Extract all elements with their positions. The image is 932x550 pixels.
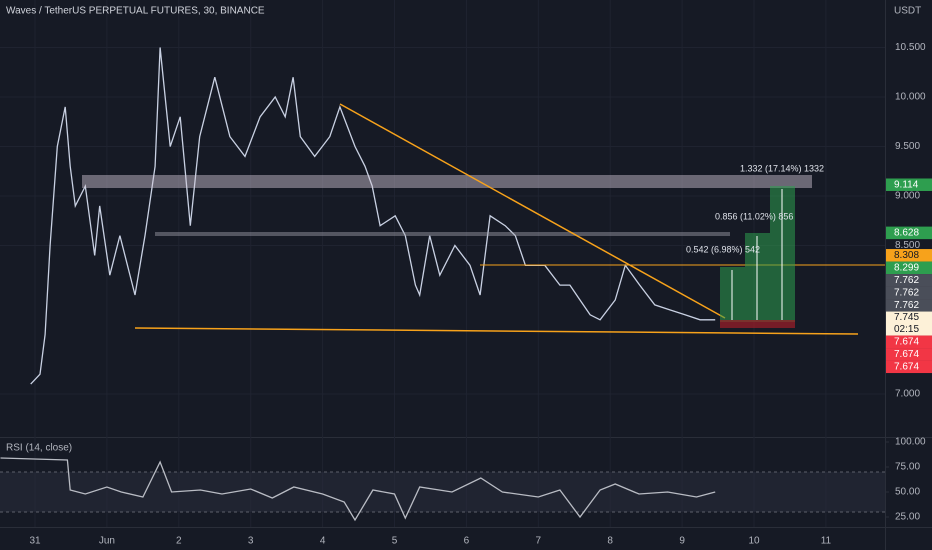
price-label: 8.308 bbox=[894, 250, 919, 261]
price-label-box bbox=[886, 286, 932, 300]
x-tick-label: 11 bbox=[821, 536, 832, 547]
trend-line bbox=[134, 327, 859, 335]
y-tick-label: 100.00 bbox=[895, 437, 926, 448]
position-label: 0.542 (6.98%) 542 bbox=[686, 244, 760, 254]
x-tick-label: 10 bbox=[748, 536, 760, 547]
x-tick-label: 31 bbox=[29, 536, 41, 547]
x-tick-label: 3 bbox=[248, 536, 254, 547]
price-label: 7.762 bbox=[894, 275, 919, 286]
x-tick-label: 2 bbox=[176, 536, 182, 547]
indicator-title: RSI (14, close) bbox=[6, 443, 72, 454]
price-label: 7.762 bbox=[894, 300, 919, 311]
price-label: 7.745 bbox=[894, 312, 919, 323]
x-tick-label: 9 bbox=[679, 536, 685, 547]
x-tick-label: 5 bbox=[392, 536, 398, 547]
x-tick-label: 4 bbox=[320, 536, 326, 547]
price-label: 7.674 bbox=[894, 361, 919, 372]
price-label-box bbox=[886, 274, 932, 287]
price-label: 7.674 bbox=[894, 336, 919, 347]
price-label-box bbox=[886, 348, 932, 361]
price-label-box bbox=[886, 311, 932, 336]
price-label-box bbox=[886, 226, 932, 240]
countdown-label: 02:15 bbox=[894, 324, 919, 335]
y-tick-label: 10.500 bbox=[895, 42, 926, 53]
price-label-box bbox=[886, 178, 932, 191]
price-label-box bbox=[886, 261, 932, 275]
y-tick-label: 7.000 bbox=[895, 389, 920, 400]
price-label: 8.299 bbox=[894, 262, 919, 273]
x-tick-label: 8 bbox=[607, 536, 613, 547]
price-label-box bbox=[886, 299, 932, 312]
chart-title: Waves / TetherUS PERPETUAL FUTURES, 30, … bbox=[6, 6, 265, 17]
y-tick-label: 10.000 bbox=[895, 92, 926, 103]
trend-line bbox=[339, 103, 726, 319]
target-zone bbox=[745, 233, 795, 267]
price-line bbox=[0, 457, 716, 522]
y-tick-label: 50.00 bbox=[895, 487, 920, 498]
y-tick-label: 8.500 bbox=[895, 240, 920, 251]
resistance-zone bbox=[82, 175, 812, 188]
y-tick-label: 9.000 bbox=[895, 191, 920, 202]
price-label-box bbox=[886, 360, 932, 374]
position-label: 0.856 (11.02%) 856 bbox=[715, 211, 793, 221]
drawings: 1.332 (17.14%) 1332 0.856 (11.02%) 856 0… bbox=[82, 103, 885, 335]
y-tick-label: 9.500 bbox=[895, 141, 920, 152]
price-label: 7.674 bbox=[894, 349, 919, 360]
price-label-box bbox=[886, 335, 932, 349]
price-line bbox=[30, 47, 716, 385]
resistance-zone bbox=[155, 232, 730, 236]
stop-zone bbox=[720, 320, 795, 328]
price-label: 7.762 bbox=[894, 287, 919, 298]
y-tick-label: 75.00 bbox=[895, 462, 920, 473]
price-label: 9.114 bbox=[894, 179, 919, 190]
unit-label: USDT bbox=[894, 6, 921, 17]
position-label: 1.332 (17.14%) 1332 bbox=[740, 163, 824, 173]
x-tick-label: Jun bbox=[99, 536, 115, 547]
price-label-box bbox=[886, 249, 932, 262]
price-label: 8.628 bbox=[894, 227, 919, 238]
x-tick-label: 6 bbox=[464, 536, 470, 547]
x-tick-label: 7 bbox=[536, 536, 542, 547]
rsi-band bbox=[0, 472, 885, 512]
y-tick-label: 25.00 bbox=[895, 512, 920, 523]
